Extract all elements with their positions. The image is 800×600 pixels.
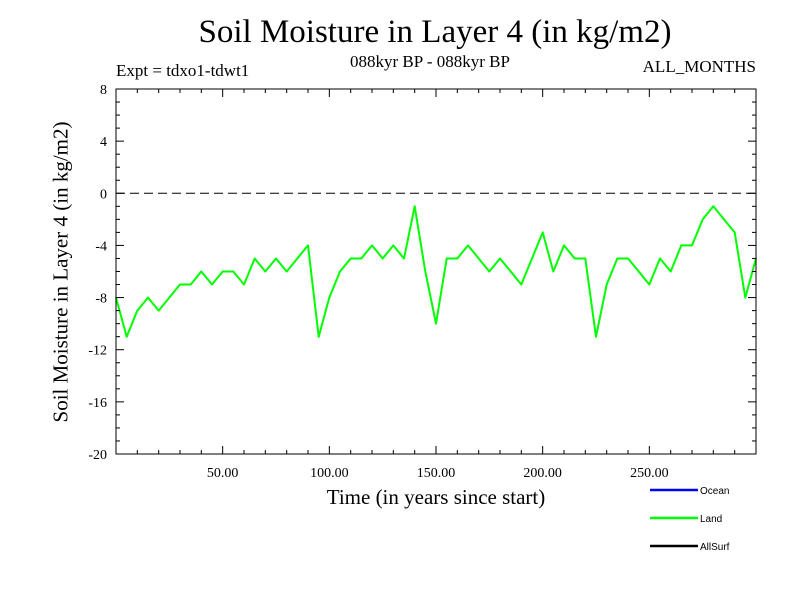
- data-point: [541, 231, 544, 234]
- data-point: [360, 257, 363, 260]
- data-point: [648, 283, 651, 286]
- data-point: [467, 244, 469, 247]
- data-point: [733, 231, 736, 234]
- chart-title: Soil Moisture in Layer 4 (in kg/m2): [198, 14, 672, 50]
- legend-label-allsurf: AllSurf: [700, 542, 730, 553]
- y-tick-label: -12: [88, 344, 107, 359]
- months-label: ALL_MONTHS: [642, 57, 756, 76]
- data-point: [403, 257, 405, 260]
- data-point: [285, 270, 288, 273]
- data-point: [552, 270, 555, 273]
- x-tick-label: 200.00: [523, 466, 562, 481]
- data-point: [328, 296, 331, 299]
- data-point: [627, 257, 629, 260]
- data-point: [616, 257, 619, 260]
- series-layer: [115, 205, 757, 338]
- data-point: [499, 257, 501, 260]
- data-point: [243, 283, 245, 286]
- data-point: [691, 244, 693, 247]
- data-point: [701, 218, 704, 221]
- legend: Ocean Land AllSurf: [650, 486, 730, 553]
- data-point: [723, 218, 725, 221]
- experiment-label: Expt = tdxo1-tdwt1: [116, 61, 250, 80]
- x-tick-label: 150.00: [417, 466, 456, 481]
- legend-label-land: Land: [700, 514, 722, 525]
- x-tick-label: 250.00: [630, 466, 669, 481]
- data-point: [424, 270, 427, 273]
- data-point: [211, 283, 213, 286]
- data-point: [680, 244, 683, 247]
- data-point: [296, 257, 299, 260]
- x-tick-label: 50.00: [207, 466, 239, 481]
- data-point: [509, 270, 512, 273]
- data-point: [413, 205, 416, 208]
- x-axis-label: Time (in years since start): [326, 485, 546, 509]
- data-point: [637, 270, 640, 273]
- data-point: [712, 205, 715, 208]
- data-point: [488, 270, 491, 273]
- data-point: [179, 283, 181, 286]
- data-point: [456, 257, 459, 260]
- period-label: 088kyr BP - 088kyr BP: [350, 52, 510, 71]
- data-point: [125, 335, 128, 338]
- ticks-layer: -20 -16 -12 -8 -4 0 4 8 50.00 100.00 150.00 200.00 2…: [88, 83, 756, 481]
- data-point: [147, 296, 149, 299]
- y-tick-label: 4: [100, 135, 107, 150]
- data-point: [232, 270, 235, 273]
- data-point: [605, 283, 608, 286]
- y-tick-label: -16: [88, 396, 107, 411]
- data-point: [659, 257, 661, 260]
- data-point: [339, 270, 341, 273]
- legend-label-ocean: Ocean: [700, 486, 729, 497]
- series-line-land: [115, 205, 757, 338]
- y-tick-label: 0: [100, 187, 107, 202]
- data-point: [189, 283, 192, 286]
- y-tick-label: -20: [88, 448, 107, 463]
- data-point: [392, 244, 395, 247]
- data-point: [477, 257, 480, 260]
- data-point: [744, 296, 747, 299]
- data-point: [168, 296, 171, 299]
- data-point: [435, 322, 437, 325]
- data-point: [584, 257, 587, 260]
- x-tick-label: 100.00: [310, 466, 349, 481]
- plot-frame: [115, 88, 757, 455]
- data-point: [520, 283, 523, 286]
- data-point: [253, 257, 256, 260]
- data-point: [317, 335, 320, 338]
- data-point: [531, 257, 533, 260]
- y-tick-label: 8: [100, 83, 107, 98]
- y-tick-label: -4: [95, 239, 107, 254]
- y-tick-label: -8: [95, 292, 107, 307]
- data-point: [371, 244, 373, 247]
- data-point: [307, 244, 309, 247]
- data-point: [669, 270, 672, 273]
- data-point: [349, 257, 352, 260]
- data-point: [563, 244, 565, 247]
- data-point: [275, 257, 277, 260]
- data-point: [381, 257, 384, 260]
- data-point: [157, 309, 160, 312]
- data-point: [445, 257, 448, 260]
- data-point: [595, 335, 597, 338]
- data-point: [573, 257, 576, 260]
- data-point: [221, 270, 224, 273]
- data-point: [200, 270, 203, 273]
- data-point: [136, 309, 139, 312]
- data-point: [264, 270, 267, 273]
